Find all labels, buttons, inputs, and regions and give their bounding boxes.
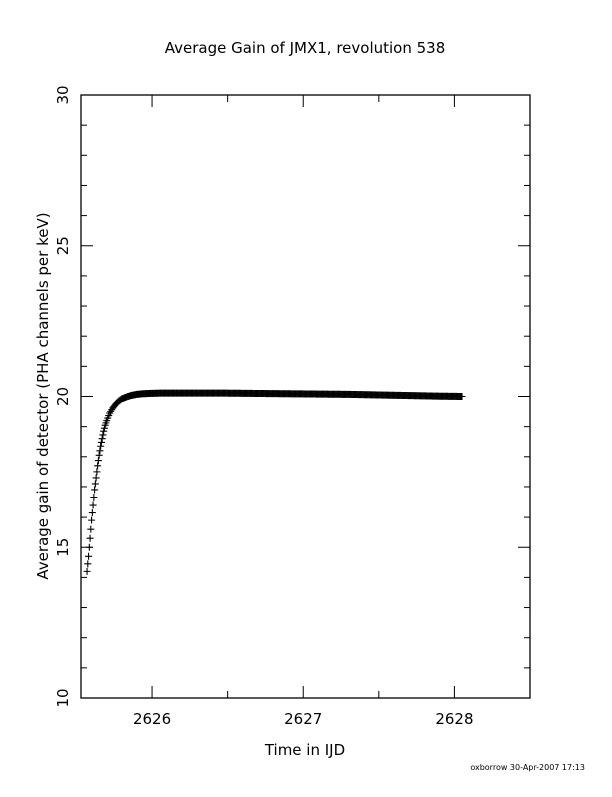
data-point [88,509,96,517]
data-point [83,567,91,575]
data-point [85,552,93,560]
data-point [85,543,93,551]
y-tick-label: 20 [54,387,72,406]
y-tick-label: 30 [54,85,72,104]
data-point [99,431,107,439]
data-point [97,442,105,450]
data-point [86,534,94,542]
y-tick-label: 10 [54,688,72,707]
y-axis-label: Average gain of detector (PHA channels p… [34,212,52,579]
data-point [89,501,97,509]
y-axis-ticks: 10 15 20 25 30 [54,85,530,708]
data-point [91,486,99,494]
x-tick-label: 2628 [435,710,473,728]
data-point [84,560,92,568]
data-point [458,393,466,400]
data-point [92,474,100,482]
data-point [88,516,96,524]
x-tick-label: 2626 [133,710,171,728]
data-point [90,494,98,502]
data-point [94,462,102,470]
y-tick-label: 25 [54,236,72,255]
data-point [87,525,95,533]
data-point [98,435,106,443]
chart-title: Average Gain of JMX1, revolution 538 [165,39,446,57]
data-point [100,427,108,435]
footer-credit: oxborrow 30-Apr-2007 17:13 [470,763,585,772]
data-points [83,389,466,575]
x-tick-label: 2627 [284,710,322,728]
x-axis-label: Time in IJD [264,741,345,759]
data-point [93,468,101,476]
data-point [96,447,104,455]
data-point [94,457,102,465]
data-point [91,480,99,488]
data-point [100,424,108,432]
data-point [97,438,105,446]
y-tick-label: 15 [54,538,72,557]
x-axis-ticks: 2626 2627 2628 [133,95,531,728]
data-point [95,451,103,459]
